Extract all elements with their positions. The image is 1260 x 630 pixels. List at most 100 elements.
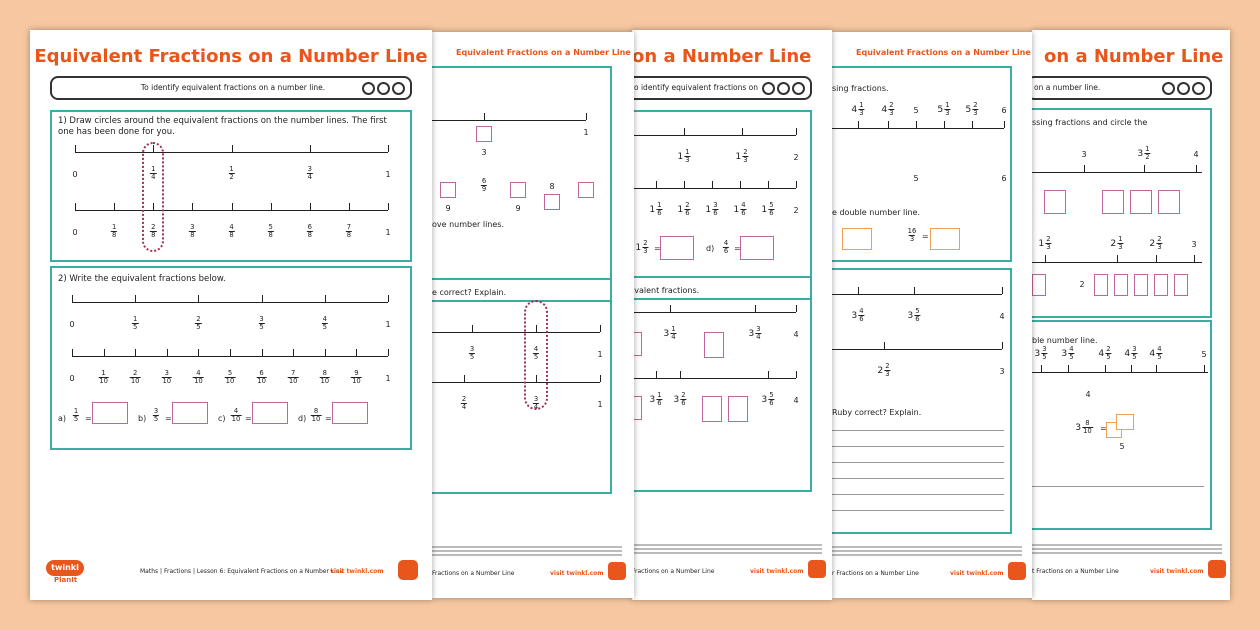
tick-mark — [755, 305, 756, 312]
tick-mark — [114, 203, 116, 210]
tick-mark — [796, 371, 797, 378]
whole-number: 4 — [1149, 348, 1156, 360]
tick-mark — [198, 295, 200, 302]
numerator: 4 — [196, 369, 201, 377]
numerator: 5 — [769, 201, 774, 209]
denominator: 3 — [742, 156, 749, 165]
numerator: 2 — [196, 315, 201, 323]
numerator: 2 — [973, 101, 978, 109]
tick-mark — [261, 295, 263, 302]
label-text: = — [245, 414, 252, 423]
label-text: d) — [298, 414, 307, 423]
tick-mark — [1002, 287, 1003, 294]
answer-box — [1154, 274, 1168, 296]
label-text: 1 — [385, 170, 391, 179]
number-line — [832, 294, 1002, 295]
denominator: 8 — [267, 231, 274, 240]
worksheet-page: Equivalent Fractions on a Number Line To … — [30, 30, 432, 600]
denominator: 3 — [858, 109, 865, 118]
denominator: 8 — [150, 231, 157, 240]
tick-mark — [1144, 165, 1145, 172]
label-text: e double number line. — [832, 208, 921, 217]
answer-box — [1044, 190, 1066, 214]
answer-box — [440, 182, 456, 198]
numerator: 6 — [259, 369, 264, 377]
tick-mark — [1041, 365, 1042, 372]
whole-number: 3 — [1137, 148, 1144, 160]
progress-circle — [1192, 82, 1205, 95]
progress-circle — [1162, 82, 1175, 95]
label-text: visit twinkl.com — [550, 570, 604, 577]
tick-mark — [1105, 365, 1106, 372]
writing-line — [832, 510, 1004, 511]
disclaimer-text — [1032, 544, 1222, 546]
answer-box — [1174, 274, 1188, 296]
answer-box — [660, 236, 694, 260]
answer-box — [842, 228, 872, 250]
disclaimer-text — [832, 550, 1022, 552]
whole-number: 1 — [677, 204, 684, 216]
answer-box — [578, 182, 594, 198]
tick-mark — [670, 305, 671, 312]
tick-mark — [166, 349, 168, 356]
label-text: r Fractions on a Number Line — [832, 570, 919, 577]
fraction-label: 1 10 — [98, 369, 109, 385]
progress-circle — [362, 82, 375, 95]
denominator: 8 — [306, 231, 313, 240]
fraction: 6 10 — [256, 369, 267, 385]
tick-mark — [231, 203, 233, 210]
denominator: 6 — [768, 399, 775, 408]
numerator: 3 — [164, 369, 169, 377]
tick-mark — [1194, 255, 1195, 262]
tick-mark — [768, 181, 769, 188]
numerator: 4 — [233, 407, 239, 415]
number-line — [75, 152, 388, 153]
label-text: sing fractions. — [832, 84, 889, 93]
number-line — [832, 349, 1002, 350]
whole-number: 2 — [1149, 238, 1156, 250]
denominator: 6 — [768, 209, 775, 218]
writing-line — [832, 478, 1004, 479]
fraction: 4 10 — [230, 407, 242, 423]
disclaimer-text — [832, 554, 1022, 556]
fraction-label: 4 10 — [193, 369, 204, 385]
example-circle — [524, 300, 548, 410]
label-text: ssing fractions and circle the — [1032, 118, 1148, 127]
label-text: = — [165, 414, 172, 423]
denominator: 6 — [722, 247, 730, 256]
denominator: 6 — [656, 399, 663, 408]
answer-box — [740, 236, 774, 260]
numerator: 8 — [1085, 419, 1090, 427]
whole-number: 4 — [851, 104, 858, 116]
tick-mark — [75, 145, 76, 152]
numerator: 16 — [907, 227, 917, 235]
label-text: = — [654, 244, 661, 253]
answer-box — [1102, 190, 1124, 214]
question-frame — [632, 110, 812, 300]
answer-box — [332, 402, 368, 424]
number-line — [832, 128, 1004, 129]
brand-badge — [1008, 562, 1026, 580]
whole-number: 1 — [677, 151, 684, 163]
brand-badge — [608, 562, 626, 580]
label-text: Fractions on a Number Line — [632, 568, 715, 575]
answer-box — [1158, 190, 1180, 214]
